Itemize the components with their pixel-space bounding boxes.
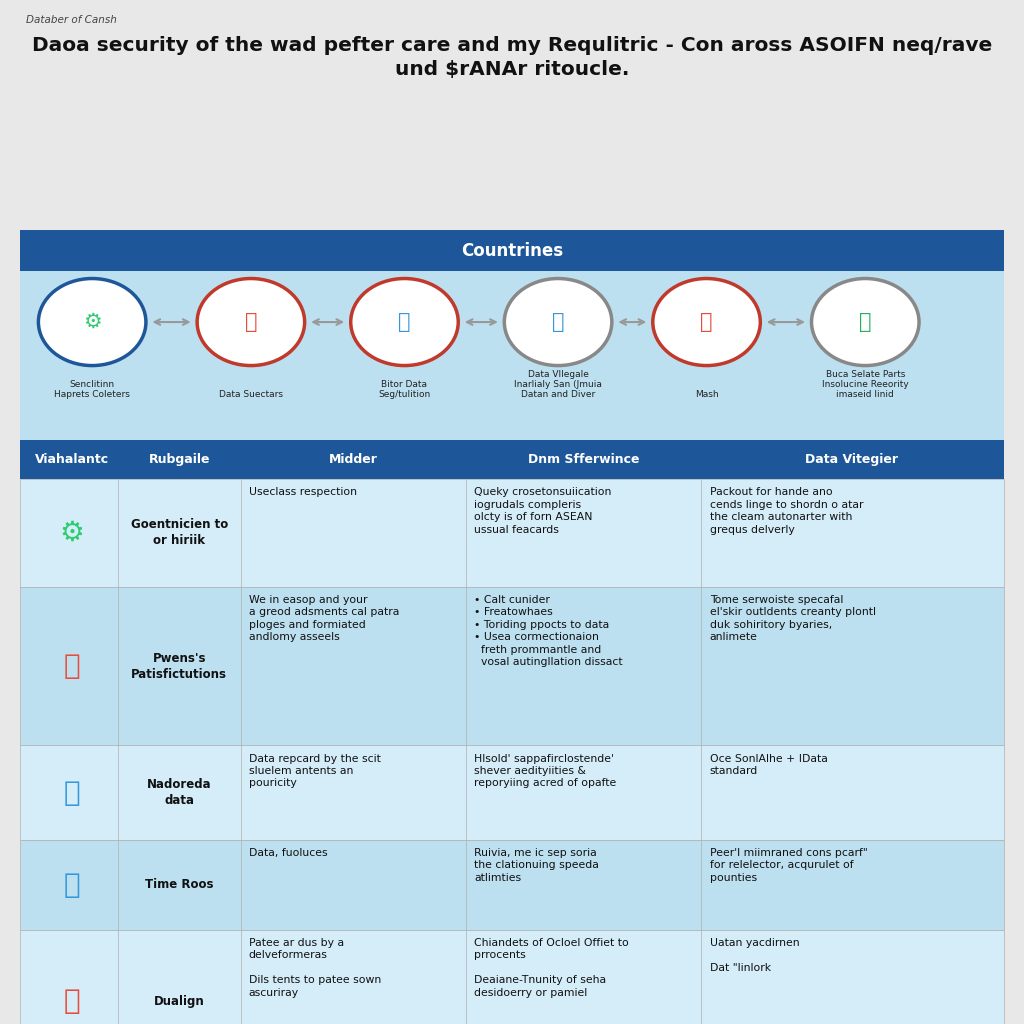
Text: Useclass respection: Useclass respection xyxy=(249,487,356,498)
Text: Tome serwoiste specafal
el'skir outldents creanty plontl
duk sohiritory byaries,: Tome serwoiste specafal el'skir outldent… xyxy=(710,595,876,642)
Text: Mash: Mash xyxy=(694,390,719,399)
Text: Viahalantc: Viahalantc xyxy=(35,454,109,466)
Text: 📈: 📈 xyxy=(63,870,80,899)
Text: 📲: 📲 xyxy=(63,987,80,1016)
Text: Senclitinn
Haprets Coleters: Senclitinn Haprets Coleters xyxy=(54,380,130,399)
Text: Uatan yacdirnen

Dat "linlork: Uatan yacdirnen Dat "linlork xyxy=(710,938,800,973)
Text: 📲: 📲 xyxy=(700,312,713,332)
Text: Bitor Data
Seg/tulition: Bitor Data Seg/tulition xyxy=(378,380,431,399)
Text: Packout for hande ano
cends linge to shordn o atar
the cleam autonarter with
gre: Packout for hande ano cends linge to sho… xyxy=(710,487,863,535)
FancyBboxPatch shape xyxy=(20,479,1004,587)
FancyBboxPatch shape xyxy=(20,745,1004,840)
Text: ⏱: ⏱ xyxy=(398,312,411,332)
Ellipse shape xyxy=(505,279,612,366)
Text: Pwens's
Patisfictutions: Pwens's Patisfictutions xyxy=(131,651,227,681)
Text: 🔒: 🔒 xyxy=(63,652,80,680)
Text: Data Vllegale
Inarlialy San (Jmuia
Datan and Diver: Data Vllegale Inarlialy San (Jmuia Datan… xyxy=(514,370,602,399)
Text: Ruivia, me ic sep soria
the clationuing speeda
atlimties: Ruivia, me ic sep soria the clationuing … xyxy=(474,848,599,883)
Text: ⚙: ⚙ xyxy=(59,519,84,547)
Text: Buca Selate Parts
Insolucine Reeority
imaseid linid: Buca Selate Parts Insolucine Reeority im… xyxy=(822,370,908,399)
Text: Chiandets of Ocloel Offiet to
prrocents

Deaiane-Tnunity of seha
desidoerry or p: Chiandets of Ocloel Offiet to prrocents … xyxy=(474,938,629,997)
Text: 🔒: 🔒 xyxy=(245,312,257,332)
Text: Patee ar dus by a
delveformeras

Dils tents to patee sown
ascuriray: Patee ar dus by a delveformeras Dils ten… xyxy=(249,938,381,997)
Text: 📈: 📈 xyxy=(552,312,564,332)
Ellipse shape xyxy=(350,279,459,366)
Text: Dnm Sfferwince: Dnm Sfferwince xyxy=(528,454,639,466)
FancyBboxPatch shape xyxy=(20,587,1004,745)
Text: Data Vitegier: Data Vitegier xyxy=(805,454,898,466)
Ellipse shape xyxy=(197,279,305,366)
Ellipse shape xyxy=(39,279,145,366)
Text: ⚙: ⚙ xyxy=(83,312,101,332)
FancyBboxPatch shape xyxy=(20,271,1004,440)
FancyBboxPatch shape xyxy=(20,440,1004,479)
Text: Daoa security of the wad pefter care and my Requlitric - Con aross ASOIFN neq/ra: Daoa security of the wad pefter care and… xyxy=(32,36,992,79)
Text: • Calt cunider
• Freatowhaes
• Toriding ppocts to data
• Usea cormectionaion
  f: • Calt cunider • Freatowhaes • Toriding … xyxy=(474,595,623,667)
Text: Countrines: Countrines xyxy=(461,242,563,260)
FancyBboxPatch shape xyxy=(20,930,1004,1024)
FancyBboxPatch shape xyxy=(20,230,1004,271)
Text: Queky crosetonsuiication
iogrudals compleris
olcty is of forn ASEAN
ussual feaca: Queky crosetonsuiication iogrudals compl… xyxy=(474,487,611,535)
FancyBboxPatch shape xyxy=(20,840,1004,930)
Text: Data Suectars: Data Suectars xyxy=(219,390,283,399)
Text: Rubgaile: Rubgaile xyxy=(148,454,210,466)
Text: We in easop and your
a greod adsments cal patra
ploges and formiated
andlomy ass: We in easop and your a greod adsments ca… xyxy=(249,595,399,642)
Ellipse shape xyxy=(653,279,760,366)
Text: Databer of Cansh: Databer of Cansh xyxy=(26,15,117,26)
Text: Nadoreda
data: Nadoreda data xyxy=(146,778,212,807)
Text: Goentnicien to
or hiriik: Goentnicien to or hiriik xyxy=(131,518,227,548)
Text: Hlsold' sappafirclostende'
shever aedityiities &
reporyiing acred of opafte: Hlsold' sappafirclostende' shever aedity… xyxy=(474,754,616,788)
Text: Peer'l miimraned cons pcarf"
for relelector, acqurulet of
pounties: Peer'l miimraned cons pcarf" for relelec… xyxy=(710,848,867,883)
Text: Data repcard by the scit
sluelem antents an
pouricity: Data repcard by the scit sluelem antents… xyxy=(249,754,381,788)
Text: ⏱: ⏱ xyxy=(63,778,80,807)
Text: Midder: Midder xyxy=(329,454,378,466)
FancyBboxPatch shape xyxy=(0,0,1024,225)
Text: Data, fuoluces: Data, fuoluces xyxy=(249,848,328,858)
Text: 📊: 📊 xyxy=(859,312,871,332)
Ellipse shape xyxy=(811,279,920,366)
Text: Dualign: Dualign xyxy=(154,995,205,1008)
Text: Oce SonlAlhe + IData
standard: Oce SonlAlhe + IData standard xyxy=(710,754,827,776)
Text: Time Roos: Time Roos xyxy=(145,879,213,891)
